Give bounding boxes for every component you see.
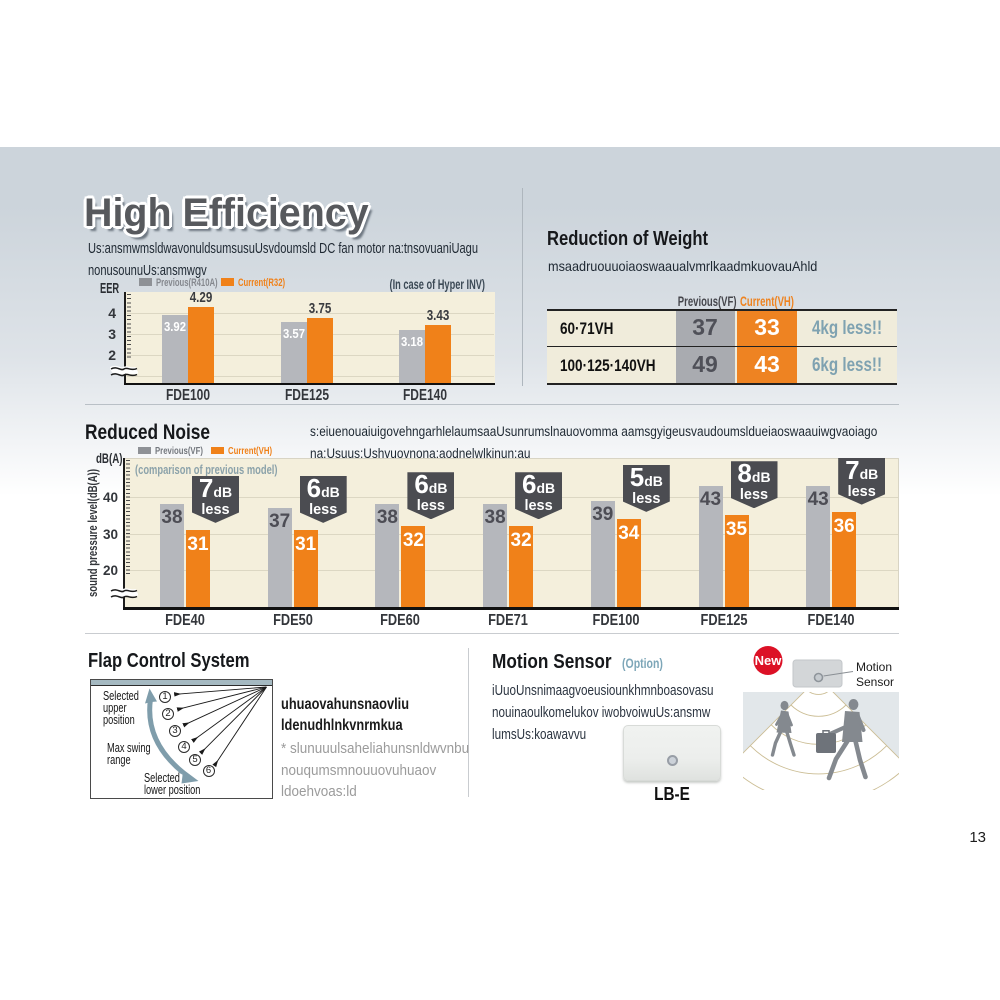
svg-text:Sensor: Sensor	[856, 675, 894, 689]
svg-text:New: New	[755, 653, 783, 668]
svg-text:Motion: Motion	[856, 660, 892, 674]
